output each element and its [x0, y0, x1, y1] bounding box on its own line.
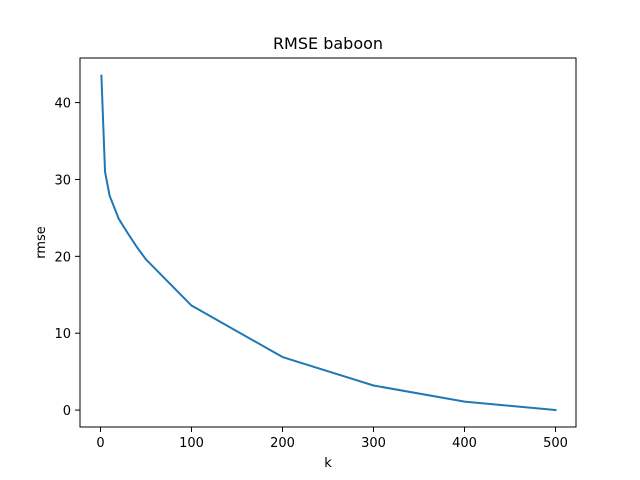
x-axis-ticks: 0 100 200 300 400 500 — [96, 427, 568, 451]
x-tick-label: 500 — [543, 436, 568, 451]
y-tick-label: 0 — [63, 404, 71, 419]
x-tick-label: 400 — [452, 436, 477, 451]
y-tick-label: 30 — [54, 173, 71, 188]
x-tick-label: 200 — [270, 436, 295, 451]
series-layer — [100, 74, 557, 412]
y-axis-ticks: 0 10 20 30 40 — [54, 97, 80, 419]
y-tick-label: 10 — [54, 327, 71, 342]
x-axis-label: k — [324, 456, 332, 471]
y-axis-label: rmse — [34, 226, 49, 259]
y-tick-label: 20 — [54, 250, 71, 265]
x-tick-label: 100 — [179, 436, 204, 451]
chart-title: RMSE baboon — [273, 34, 383, 53]
y-tick-label: 40 — [54, 97, 71, 112]
x-tick-label: 300 — [361, 436, 386, 451]
rmse-series-line — [100, 74, 557, 412]
x-tick-label: 0 — [96, 436, 104, 451]
plot-area — [80, 58, 576, 427]
plot-frame — [79, 57, 577, 428]
